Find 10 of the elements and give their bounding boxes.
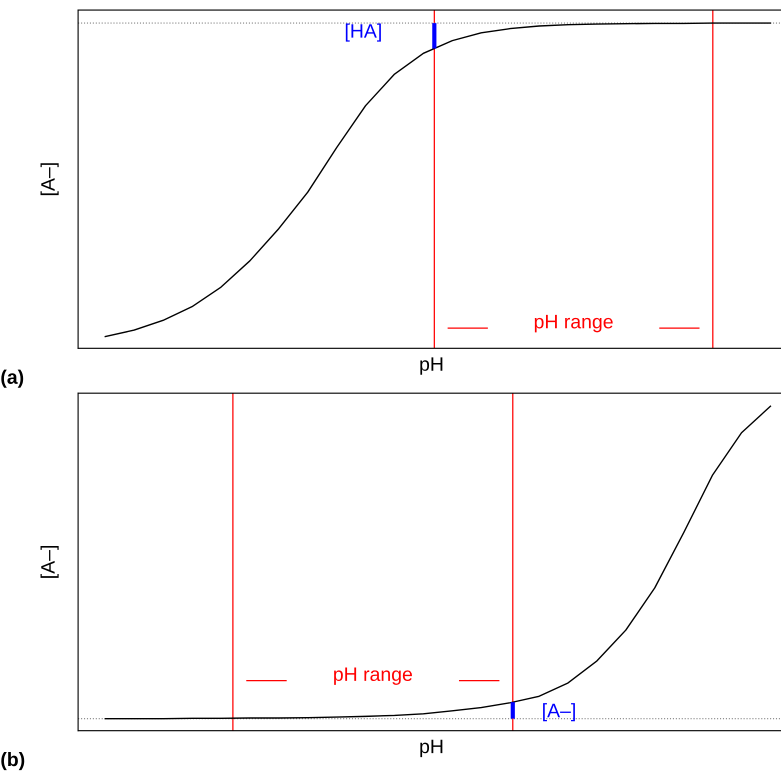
y-axis-title: [A–] bbox=[40, 546, 59, 578]
x-axis-title: pH bbox=[420, 740, 442, 758]
text: (b) bbox=[1, 752, 24, 770]
annotation: [A–] bbox=[543, 703, 575, 722]
x-axis-title: pH bbox=[420, 357, 442, 375]
text: (a) bbox=[1, 370, 24, 388]
annotation: pH range bbox=[334, 667, 412, 685]
annotation: [HA] bbox=[346, 23, 381, 42]
y-axis-title: [A–] bbox=[40, 163, 59, 196]
annotation: pH range bbox=[534, 314, 613, 332]
